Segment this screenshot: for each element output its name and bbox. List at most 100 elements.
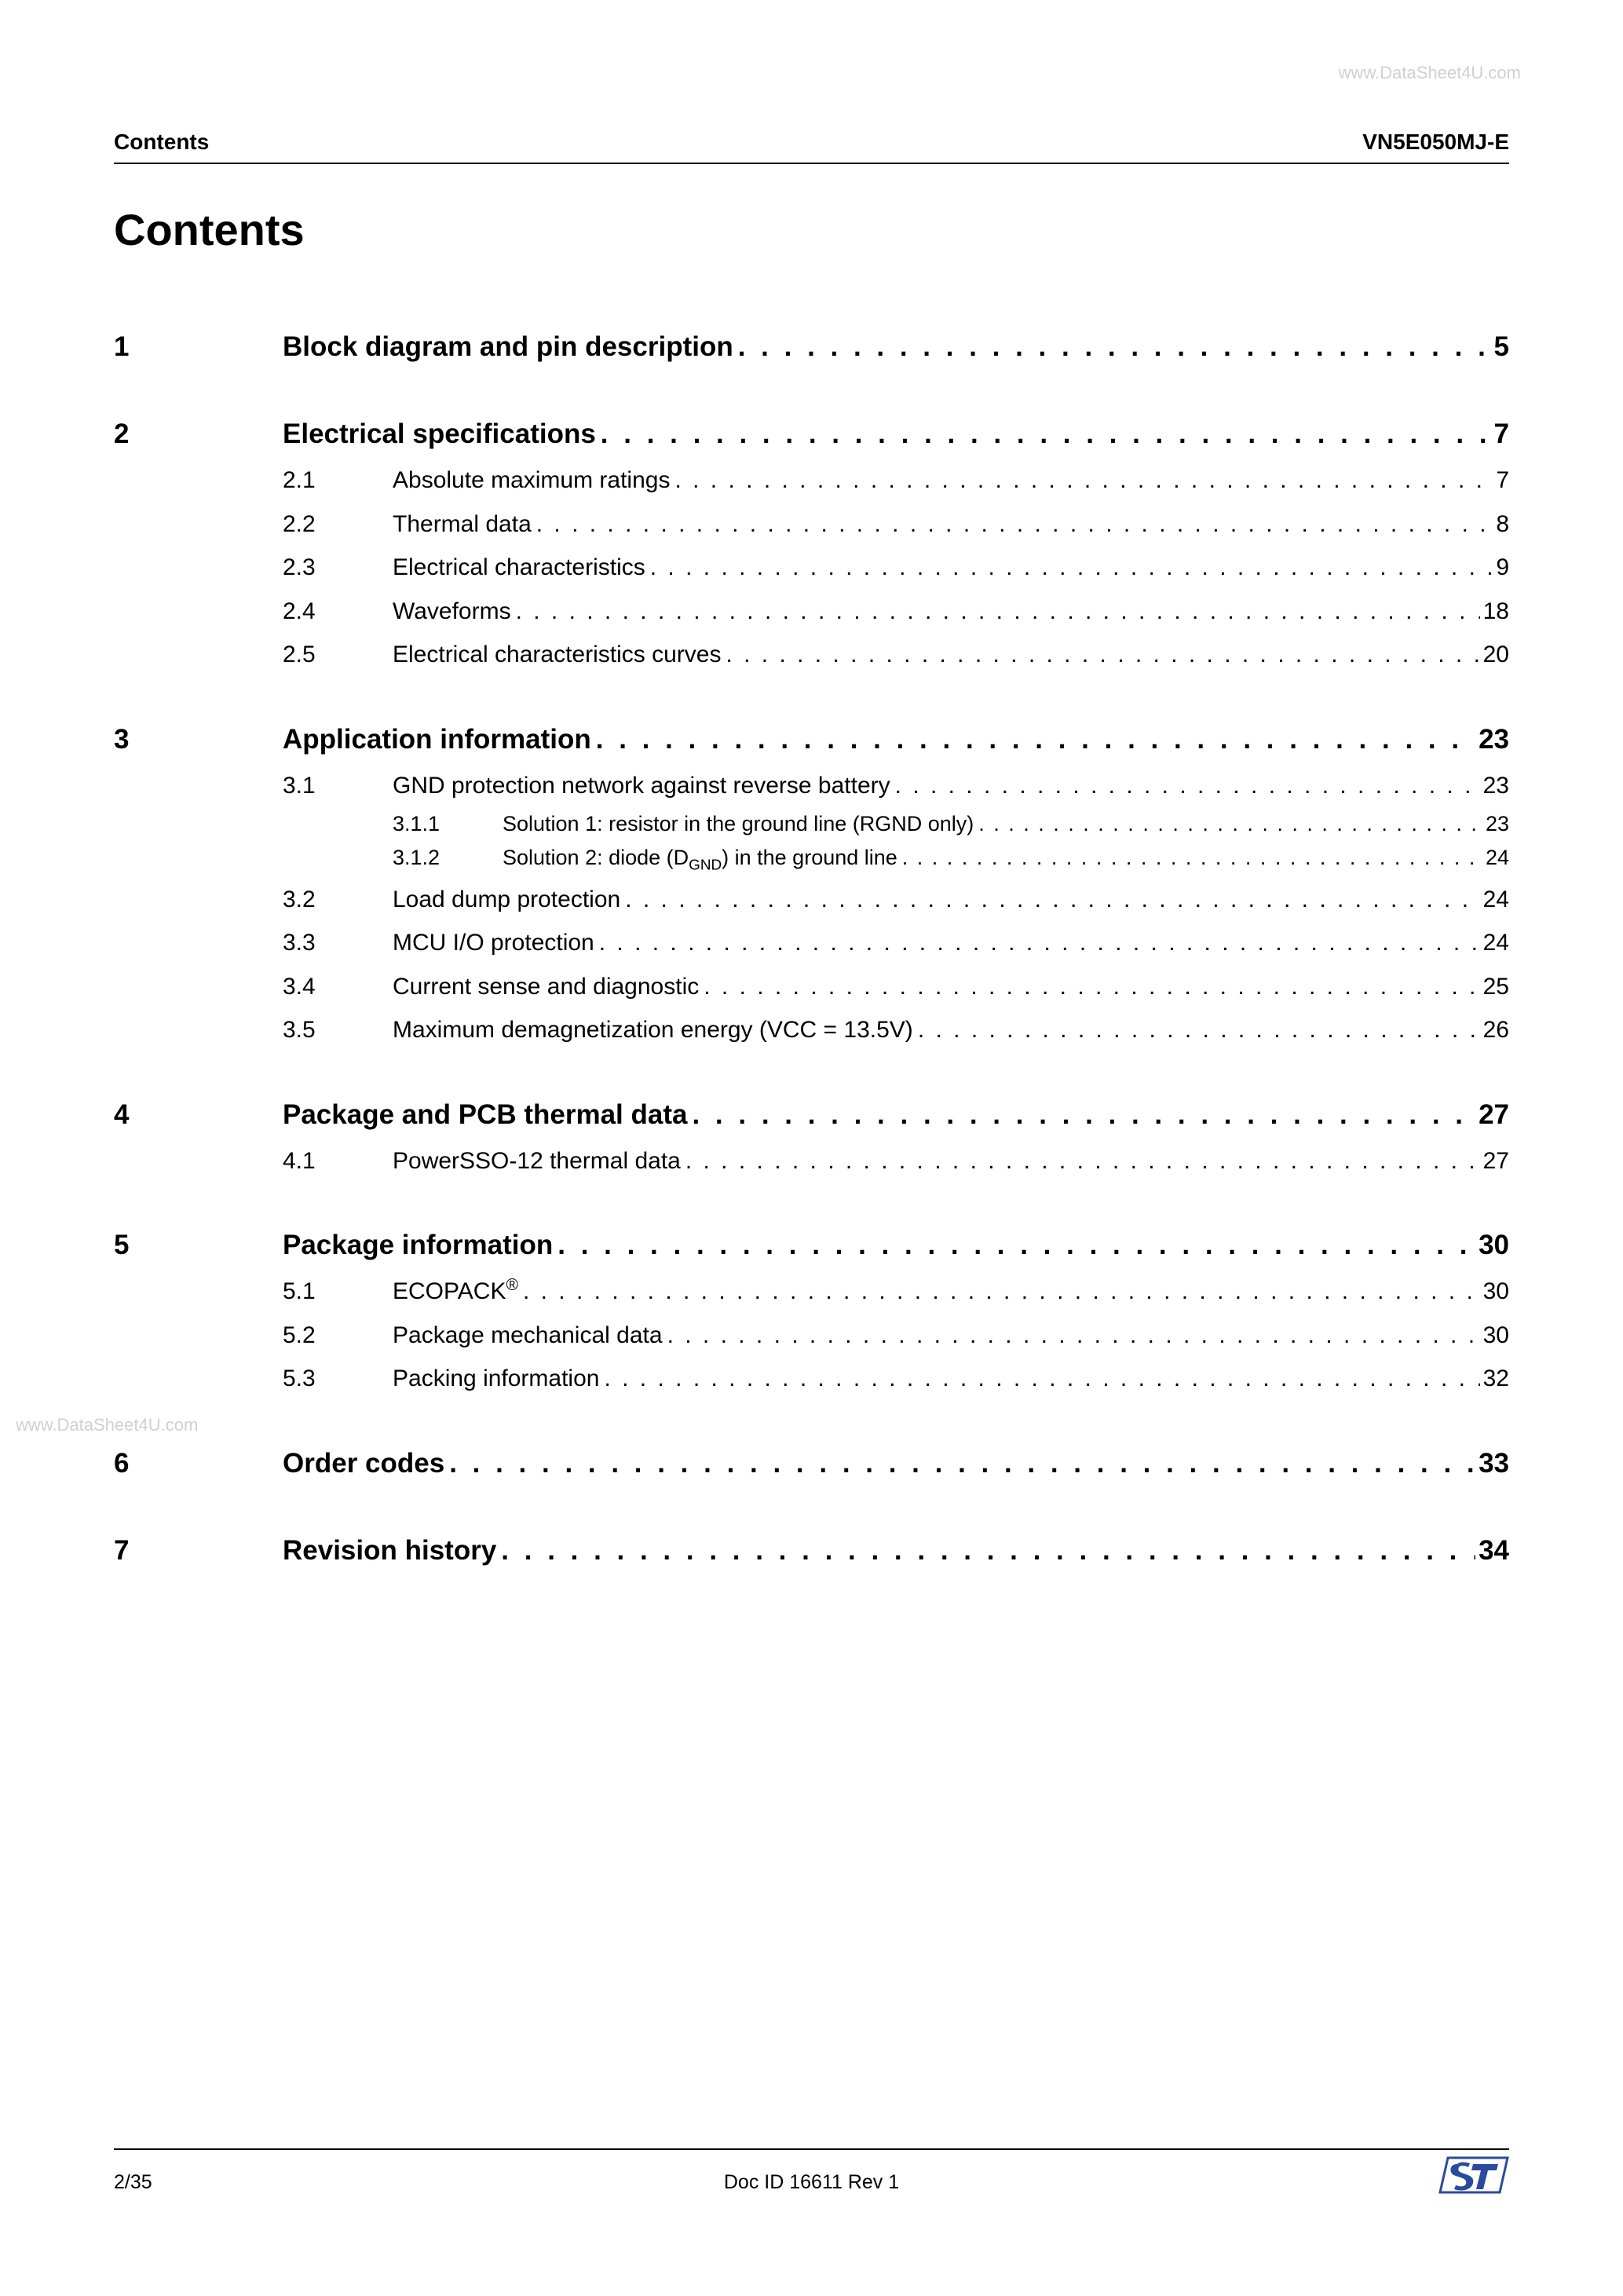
toc-dots: . . . . . . . . . . . . . . . . . . . . … — [687, 1090, 1475, 1139]
toc-dots: . . . . . . . . . . . . . . . . . . . . … — [596, 409, 1491, 459]
toc-entry-2: 2 Electrical specifications . . . . . . … — [114, 409, 1509, 459]
toc-subnum: 5.3 — [283, 1357, 393, 1401]
toc-entry-3: 3 Application information . . . . . . . … — [114, 715, 1509, 764]
toc-dots: . . . . . . . . . . . . . . . . . . . . … — [733, 322, 1491, 371]
toc-title: Waveforms — [393, 590, 511, 634]
toc-title: Current sense and diagnostic — [393, 965, 699, 1009]
toc-dots: . . . . . . . . . . . . . . . . . . . . … — [913, 1008, 1480, 1052]
toc-page: 30 — [1480, 1314, 1509, 1358]
toc-entry-2-5: 2.5 Electrical characteristics curves . … — [283, 633, 1509, 677]
toc-page: 34 — [1475, 1526, 1509, 1575]
toc-section-3: 3 Application information . . . . . . . … — [114, 715, 1509, 1052]
toc-title: Package mechanical data — [393, 1314, 663, 1358]
toc-subsubnum: 3.1.2 — [393, 841, 503, 875]
toc-section-7: 7 Revision history . . . . . . . . . . .… — [114, 1526, 1509, 1575]
toc-entry-3-1: 3.1 GND protection network against rever… — [283, 764, 1509, 808]
toc-subnum: 2.5 — [283, 633, 393, 677]
toc-entry-1: 1 Block diagram and pin description . . … — [114, 322, 1509, 371]
toc-page: 25 — [1480, 965, 1509, 1009]
toc-dots: . . . . . . . . . . . . . . . . . . . . … — [897, 841, 1482, 875]
toc-title: Electrical characteristics — [393, 546, 645, 590]
toc-dots: . . . . . . . . . . . . . . . . . . . . … — [591, 715, 1475, 764]
table-of-contents: 1 Block diagram and pin description . . … — [114, 322, 1509, 1613]
st-logo-icon — [1438, 2156, 1509, 2194]
toc-title: Load dump protection — [393, 878, 620, 922]
toc-entry-4-1: 4.1 PowerSSO-12 thermal data . . . . . .… — [283, 1139, 1509, 1183]
toc-title: Maximum demagnetization energy (VCC = 13… — [393, 1008, 913, 1052]
toc-entry-6: 6 Order codes . . . . . . . . . . . . . … — [114, 1439, 1509, 1488]
footer-page-num: 2/35 — [114, 2171, 310, 2194]
toc-page: 23 — [1475, 715, 1509, 764]
toc-page: 24 — [1482, 841, 1509, 875]
toc-title: Package and PCB thermal data — [283, 1090, 687, 1139]
toc-num: 1 — [114, 322, 283, 371]
toc-section-2: 2 Electrical specifications . . . . . . … — [114, 409, 1509, 677]
toc-page: 5 — [1491, 322, 1509, 371]
toc-page: 30 — [1475, 1220, 1509, 1270]
toc-entry-3-1-1: 3.1.1 Solution 1: resistor in the ground… — [393, 807, 1509, 841]
toc-dots: . . . . . . . . . . . . . . . . . . . . … — [553, 1220, 1475, 1270]
toc-dots: . . . . . . . . . . . . . . . . . . . . … — [663, 1314, 1480, 1358]
toc-entry-3-3: 3.3 MCU I/O protection . . . . . . . . .… — [283, 921, 1509, 965]
toc-title: MCU I/O protection — [393, 921, 594, 965]
toc-num: 5 — [114, 1220, 283, 1270]
toc-title: Block diagram and pin description — [283, 322, 733, 371]
toc-dots: . . . . . . . . . . . . . . . . . . . . … — [699, 965, 1479, 1009]
toc-entry-5: 5 Package information . . . . . . . . . … — [114, 1220, 1509, 1270]
toc-title: PowerSSO-12 thermal data — [393, 1139, 681, 1183]
toc-dots: . . . . . . . . . . . . . . . . . . . . … — [681, 1139, 1480, 1183]
toc-title: GND protection network against reverse b… — [393, 764, 890, 808]
toc-subnum: 4.1 — [283, 1139, 393, 1183]
toc-dots: . . . . . . . . . . . . . . . . . . . . … — [645, 546, 1493, 590]
header-left: Contents — [114, 130, 209, 155]
toc-title: Solution 1: resistor in the ground line … — [503, 807, 974, 841]
toc-subnum: 3.1 — [283, 764, 393, 808]
toc-section-1: 1 Block diagram and pin description . . … — [114, 322, 1509, 371]
toc-dots: . . . . . . . . . . . . . . . . . . . . … — [620, 878, 1479, 922]
toc-dots: . . . . . . . . . . . . . . . . . . . . … — [599, 1357, 1479, 1401]
toc-num: 2 — [114, 409, 283, 459]
page-header: Contents VN5E050MJ-E — [114, 130, 1509, 164]
toc-section-5: 5 Package information . . . . . . . . . … — [114, 1220, 1509, 1401]
watermark-top: www.DataSheet4U.com — [1339, 63, 1521, 83]
toc-title: Absolute maximum ratings — [393, 459, 670, 503]
toc-page: 23 — [1480, 764, 1509, 808]
toc-page: 8 — [1493, 503, 1509, 547]
toc-page: 27 — [1475, 1090, 1509, 1139]
toc-dots: . . . . . . . . . . . . . . . . . . . . … — [518, 1270, 1480, 1314]
page-title: Contents — [114, 204, 305, 255]
toc-subnum: 3.3 — [283, 921, 393, 965]
toc-page: 18 — [1480, 590, 1509, 634]
toc-subnum: 2.2 — [283, 503, 393, 547]
toc-subnum: 2.3 — [283, 546, 393, 590]
toc-entry-3-2: 3.2 Load dump protection . . . . . . . .… — [283, 878, 1509, 922]
toc-page: 7 — [1493, 459, 1509, 503]
toc-title: Package information — [283, 1220, 553, 1270]
toc-entry-3-4: 3.4 Current sense and diagnostic . . . .… — [283, 965, 1509, 1009]
toc-title: Electrical specifications — [283, 409, 596, 459]
toc-entry-2-2: 2.2 Thermal data . . . . . . . . . . . .… — [283, 503, 1509, 547]
toc-subnum: 3.5 — [283, 1008, 393, 1052]
toc-subnum: 2.4 — [283, 590, 393, 634]
toc-page: 9 — [1493, 546, 1509, 590]
toc-title: Order codes — [283, 1439, 444, 1488]
toc-page: 7 — [1491, 409, 1509, 459]
toc-entry-5-2: 5.2 Package mechanical data . . . . . . … — [283, 1314, 1509, 1358]
toc-entry-2-3: 2.3 Electrical characteristics . . . . .… — [283, 546, 1509, 590]
toc-page: 27 — [1480, 1139, 1509, 1183]
toc-title: Application information — [283, 715, 591, 764]
toc-subnum: 3.4 — [283, 965, 393, 1009]
toc-title: Solution 2: diode (DGND) in the ground l… — [503, 841, 897, 878]
page-footer: 2/35 Doc ID 16611 Rev 1 — [114, 2148, 1509, 2194]
toc-dots: . . . . . . . . . . . . . . . . . . . . … — [532, 503, 1493, 547]
toc-page: 20 — [1480, 633, 1509, 677]
toc-page: 26 — [1480, 1008, 1509, 1052]
toc-dots: . . . . . . . . . . . . . . . . . . . . … — [511, 590, 1480, 634]
toc-page: 33 — [1475, 1439, 1509, 1488]
toc-dots: . . . . . . . . . . . . . . . . . . . . … — [890, 764, 1480, 808]
toc-section-6: 6 Order codes . . . . . . . . . . . . . … — [114, 1439, 1509, 1488]
toc-subsubnum: 3.1.1 — [393, 807, 503, 841]
toc-dots: . . . . . . . . . . . . . . . . . . . . … — [670, 459, 1493, 503]
toc-subnum: 5.1 — [283, 1270, 393, 1314]
toc-page: 24 — [1480, 878, 1509, 922]
